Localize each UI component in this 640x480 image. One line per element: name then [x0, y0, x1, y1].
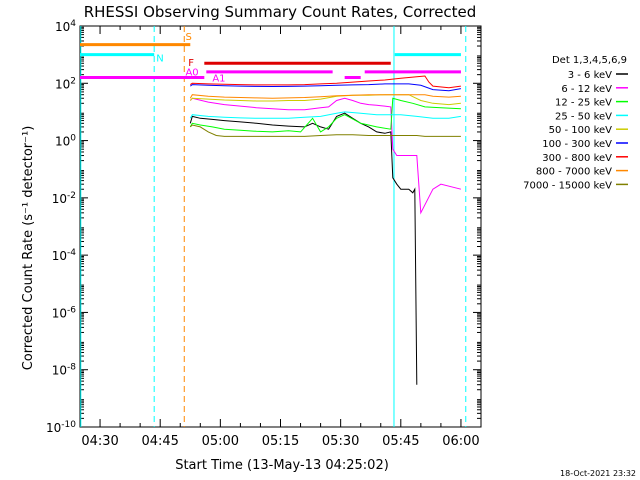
- state-label: A1: [212, 74, 225, 85]
- y-tick-label: 100: [55, 134, 76, 149]
- y-tick-label: 10-6: [52, 305, 77, 320]
- state-label: S: [185, 32, 191, 43]
- y-axis-label: Corrected Count Rate (s⁻¹ detector⁻¹): [21, 126, 36, 371]
- series-line: [189, 94, 461, 106]
- y-tick-label: 10-4: [52, 248, 77, 263]
- series-line: [189, 111, 461, 119]
- x-tick-label: 05:30: [322, 434, 359, 449]
- series-line: [189, 124, 461, 137]
- legend-entry-label: 800 - 7000 keV: [536, 167, 612, 178]
- y-tick-label: 10-2: [52, 191, 76, 206]
- legend-entry-label: 300 - 800 keV: [542, 153, 612, 164]
- x-tick-label: 05:45: [382, 434, 419, 449]
- x-tick-label: 04:30: [81, 434, 118, 449]
- plot-area: 104 102 100 10-2 10-4 10-6 10-8 10-10 04:30 04:45…: [46, 19, 482, 449]
- state-label: F: [188, 58, 194, 69]
- series-line: [189, 97, 462, 215]
- x-tick-label: 05:00: [202, 434, 239, 449]
- state-label: N: [156, 54, 163, 65]
- legend-entry-label: 25 - 50 keV: [555, 111, 612, 122]
- y-tick-label: 10-10: [46, 420, 76, 435]
- legend-entry-label: 12 - 25 keV: [555, 98, 612, 109]
- legend: Det 1,3,4,5,6,9 3 - 6 keV 6 - 12 keV 12 - …: [523, 55, 628, 191]
- series-line: [189, 94, 461, 99]
- x-tick-label: 05:15: [262, 434, 299, 449]
- y-tick-label: 102: [55, 76, 76, 91]
- y-tick-label: 10-8: [52, 363, 77, 378]
- footer-timestamp: 18-Oct-2021 23:32: [560, 469, 636, 478]
- legend-title: Det 1,3,4,5,6,9: [552, 55, 627, 66]
- series-line: [189, 112, 418, 385]
- legend-entry-label: 6 - 12 keV: [561, 84, 612, 95]
- series-line: [189, 97, 461, 133]
- x-tick-label: 06:00: [442, 434, 479, 449]
- legend-entry-label: 100 - 300 keV: [542, 139, 612, 150]
- x-tick-label: 04:45: [141, 434, 178, 449]
- state-label: A0: [185, 67, 198, 78]
- legend-entry-label: 50 - 100 keV: [549, 125, 613, 136]
- legend-entry-label: 7000 - 15000 keV: [523, 180, 612, 191]
- series-line: [190, 83, 461, 92]
- y-tick-label: 104: [55, 19, 76, 34]
- series-line: [190, 75, 461, 89]
- x-axis-label: Start Time (13-May-13 04:25:02): [175, 458, 389, 473]
- legend-entry-label: 3 - 6 keV: [568, 70, 612, 81]
- chart-title: RHESSI Observing Summary Count Rates, Co…: [84, 3, 477, 21]
